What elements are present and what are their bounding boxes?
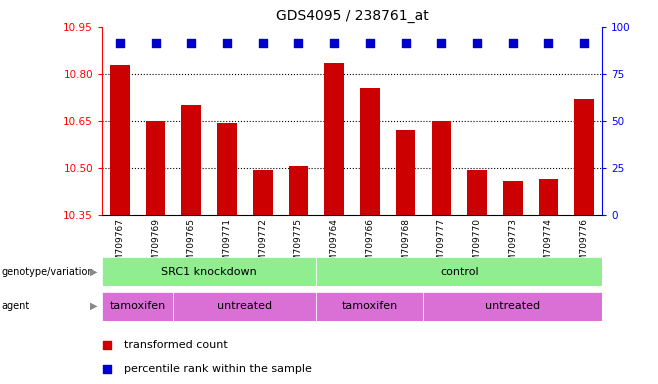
- Title: GDS4095 / 238761_at: GDS4095 / 238761_at: [276, 9, 428, 23]
- Bar: [102, 257, 316, 286]
- Point: [114, 40, 125, 46]
- Bar: [110, 65, 130, 215]
- Bar: [316, 257, 602, 286]
- Bar: [182, 105, 201, 215]
- Text: control: control: [440, 266, 478, 277]
- Bar: [253, 170, 272, 215]
- Point: [329, 40, 340, 46]
- Point: [507, 40, 518, 46]
- Text: tamoxifen: tamoxifen: [110, 301, 166, 311]
- Text: genotype/variation: genotype/variation: [1, 266, 94, 277]
- Point: [150, 40, 161, 46]
- Point: [102, 342, 113, 348]
- Text: untreated: untreated: [485, 301, 540, 311]
- Text: untreated: untreated: [217, 301, 272, 311]
- Point: [579, 40, 590, 46]
- Text: ▶: ▶: [90, 266, 97, 277]
- Bar: [503, 180, 522, 215]
- Bar: [174, 292, 316, 321]
- Point: [222, 40, 232, 46]
- Bar: [424, 292, 602, 321]
- Text: tamoxifen: tamoxifen: [342, 301, 398, 311]
- Point: [257, 40, 268, 46]
- Bar: [539, 179, 558, 215]
- Bar: [360, 88, 380, 215]
- Text: SRC1 knockdown: SRC1 knockdown: [161, 266, 257, 277]
- Text: transformed count: transformed count: [124, 340, 228, 350]
- Point: [365, 40, 375, 46]
- Point: [186, 40, 197, 46]
- Point: [544, 40, 554, 46]
- Bar: [145, 121, 165, 215]
- Point: [293, 40, 304, 46]
- Bar: [102, 292, 174, 321]
- Point: [400, 40, 411, 46]
- Bar: [289, 166, 308, 215]
- Text: ▶: ▶: [90, 301, 97, 311]
- Point: [472, 40, 482, 46]
- Bar: [395, 131, 415, 215]
- Bar: [324, 63, 344, 215]
- Bar: [467, 170, 487, 215]
- Bar: [316, 292, 424, 321]
- Bar: [574, 99, 594, 215]
- Text: agent: agent: [1, 301, 30, 311]
- Text: percentile rank within the sample: percentile rank within the sample: [124, 364, 313, 374]
- Bar: [217, 122, 237, 215]
- Point: [436, 40, 447, 46]
- Point: [102, 366, 113, 372]
- Bar: [432, 121, 451, 215]
